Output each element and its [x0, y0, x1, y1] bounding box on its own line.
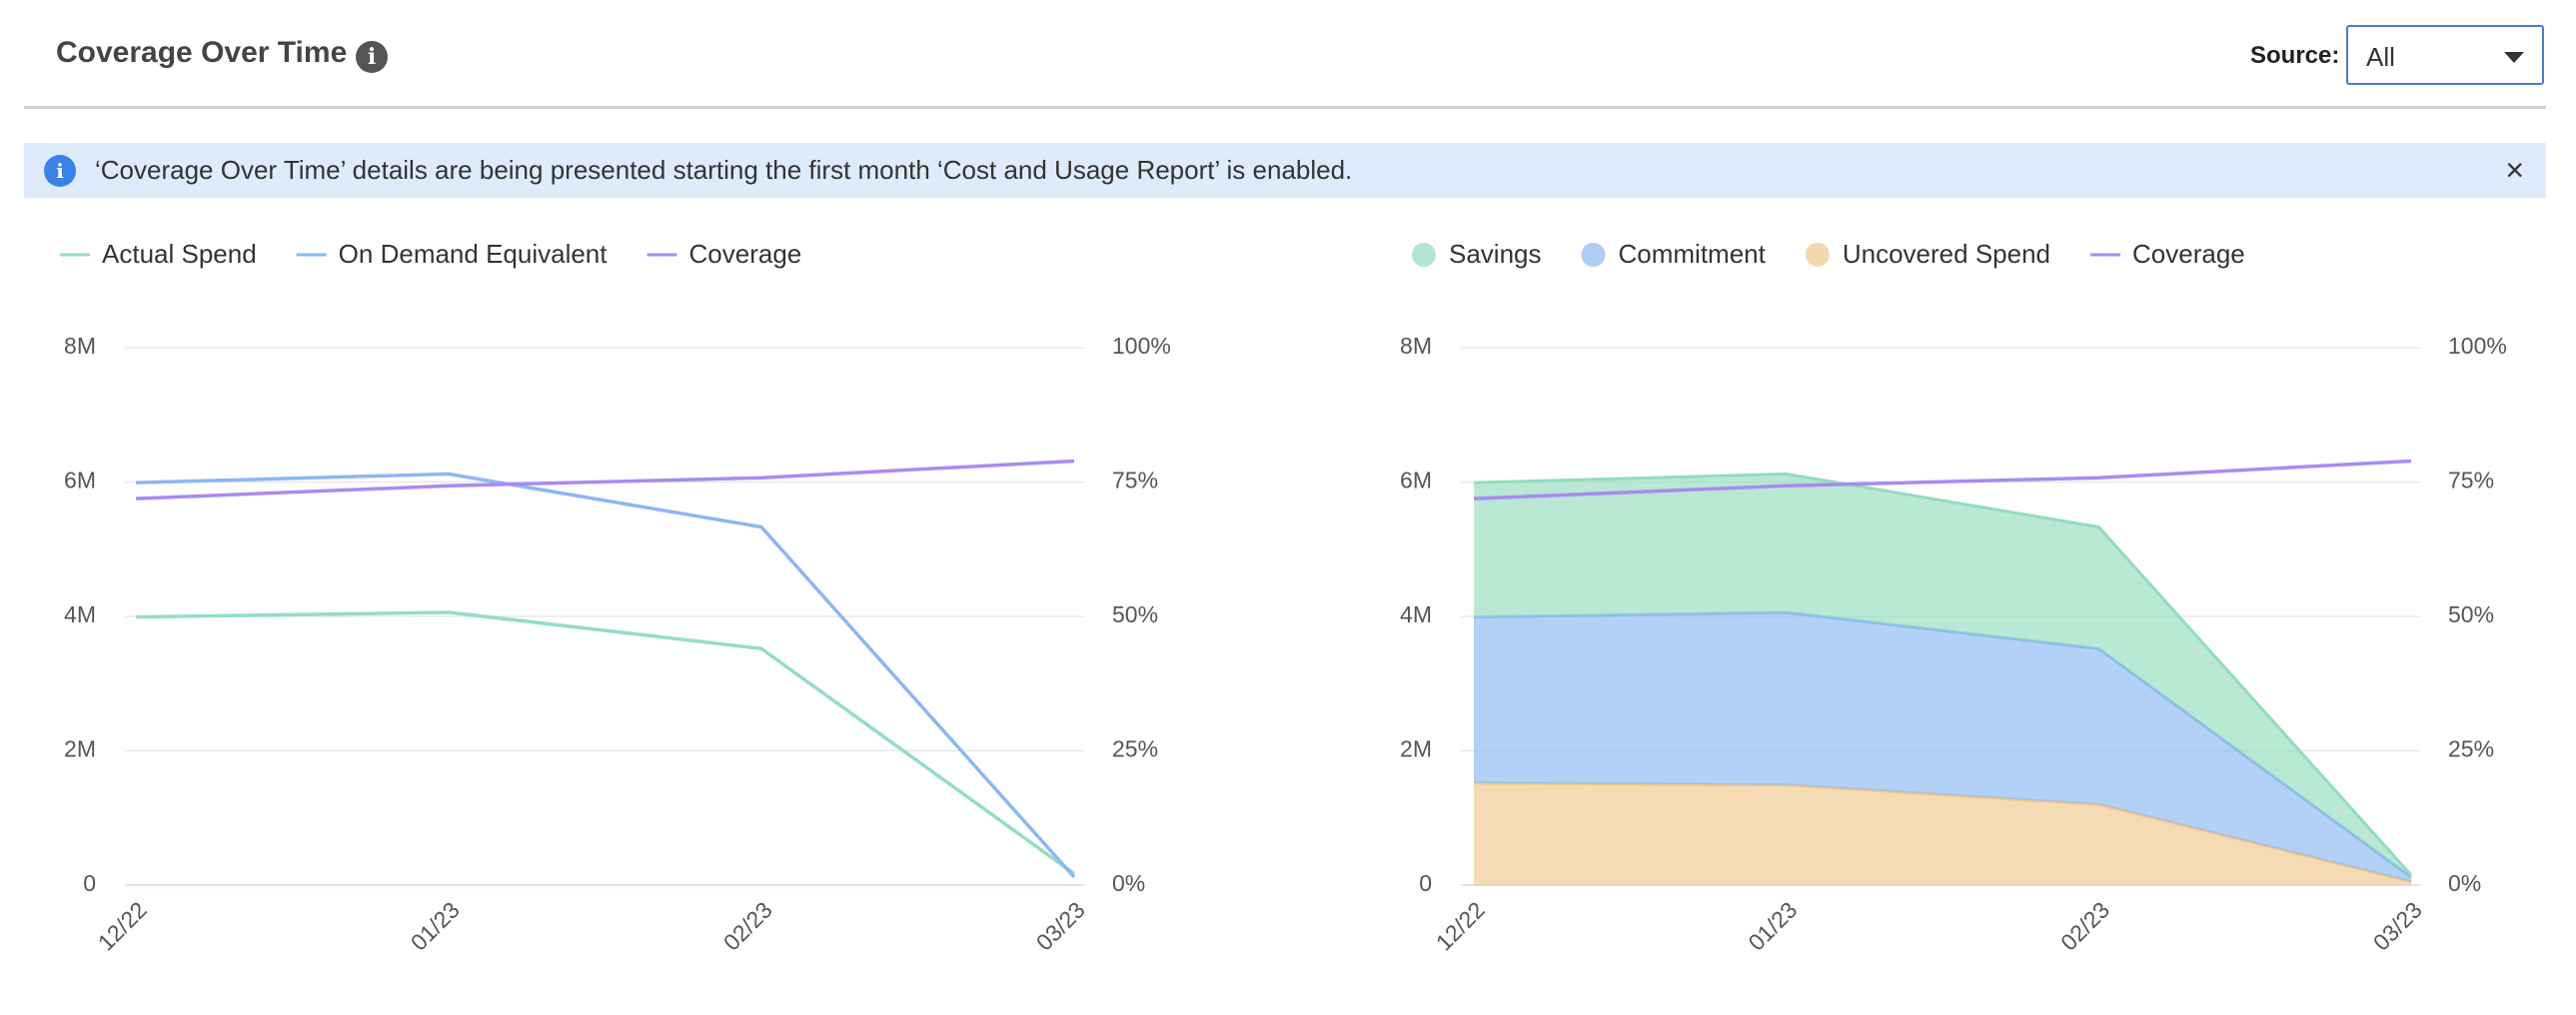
- banner-close[interactable]: ×: [2505, 152, 2524, 188]
- y-tick-label: 8M: [64, 333, 96, 359]
- info-icon[interactable]: i: [356, 41, 388, 73]
- x-tick-label: 03/23: [1031, 896, 1090, 955]
- legend-label: Commitment: [1619, 239, 1767, 269]
- y-tick-label: 6M: [64, 468, 96, 494]
- area: [1474, 611, 2411, 882]
- line: [1473, 459, 2412, 501]
- y2-tick-label: 0%: [1112, 870, 1145, 896]
- y2-tick-label: 25%: [2448, 736, 2494, 762]
- y2-tick-label: 50%: [2448, 601, 2494, 627]
- y-tick-label: 4M: [64, 601, 96, 627]
- line: [135, 459, 1075, 501]
- source-dropdown[interactable]: All: [2346, 25, 2544, 85]
- y2-tick-label: 25%: [1112, 736, 1158, 762]
- legend-label: On Demand Equivalent: [339, 239, 609, 269]
- y-tick-label: 4M: [1400, 601, 1432, 627]
- y2-tick-label: 100%: [1112, 333, 1171, 359]
- y-tick-label: 2M: [64, 736, 96, 762]
- separator: [24, 106, 2546, 109]
- y-tick-label: 8M: [1400, 333, 1432, 359]
- y2-tick-label: 100%: [2448, 333, 2507, 359]
- y-tick-label: 0: [83, 870, 96, 896]
- x-tick-label: 02/23: [718, 896, 777, 955]
- y2-tick-label: 75%: [2448, 468, 2494, 494]
- chart-right: Savings Commitment Uncovered Spend Coverage…: [1400, 239, 2507, 956]
- y-tick-label: 2M: [1400, 736, 1432, 762]
- legend-label: Actual Spend: [102, 239, 257, 269]
- line: [135, 610, 1076, 875]
- y-tick-label: 6M: [1400, 468, 1432, 494]
- x-tick-label: 02/23: [2055, 896, 2114, 955]
- legend-marker: [1805, 243, 1830, 267]
- legend-label: Savings: [1449, 239, 1542, 269]
- legend-label: Coverage: [689, 239, 802, 269]
- x-tick-label: 03/23: [2368, 896, 2427, 955]
- legend-label: Coverage: [2132, 239, 2245, 269]
- banner-text: ‘Coverage Over Time’ details are being p…: [95, 155, 1353, 185]
- page-title: Coverage Over Time: [56, 36, 348, 69]
- line: [135, 472, 1076, 879]
- area-edge: [1473, 472, 2413, 876]
- area: [1474, 782, 2411, 885]
- y-tick-label: 0: [1419, 870, 1432, 896]
- area: [1474, 474, 2411, 877]
- x-tick-label: 12/22: [93, 896, 152, 955]
- x-tick-label: 01/23: [1743, 896, 1802, 955]
- source-label: Source:: [2250, 42, 2340, 69]
- legend-label: Uncovered Spend: [1843, 239, 2050, 269]
- y2-tick-label: 0%: [2448, 870, 2481, 896]
- legend-marker: [1581, 243, 1606, 267]
- y2-tick-label: 50%: [1112, 601, 1158, 627]
- info-banner: i ‘Coverage Over Time’ details are being…: [24, 143, 2546, 198]
- dropdown-arrow: [2504, 52, 2524, 63]
- x-tick-label: 12/22: [1431, 896, 1490, 955]
- legend-marker: [1412, 243, 1436, 267]
- banner-icon: i: [44, 155, 76, 187]
- chart-left: Actual Spend On Demand Equivalent Coverage…: [60, 239, 1171, 956]
- source-value: All: [2366, 42, 2395, 72]
- x-tick-label: 01/23: [406, 896, 465, 955]
- y2-tick-label: 75%: [1112, 468, 1158, 494]
